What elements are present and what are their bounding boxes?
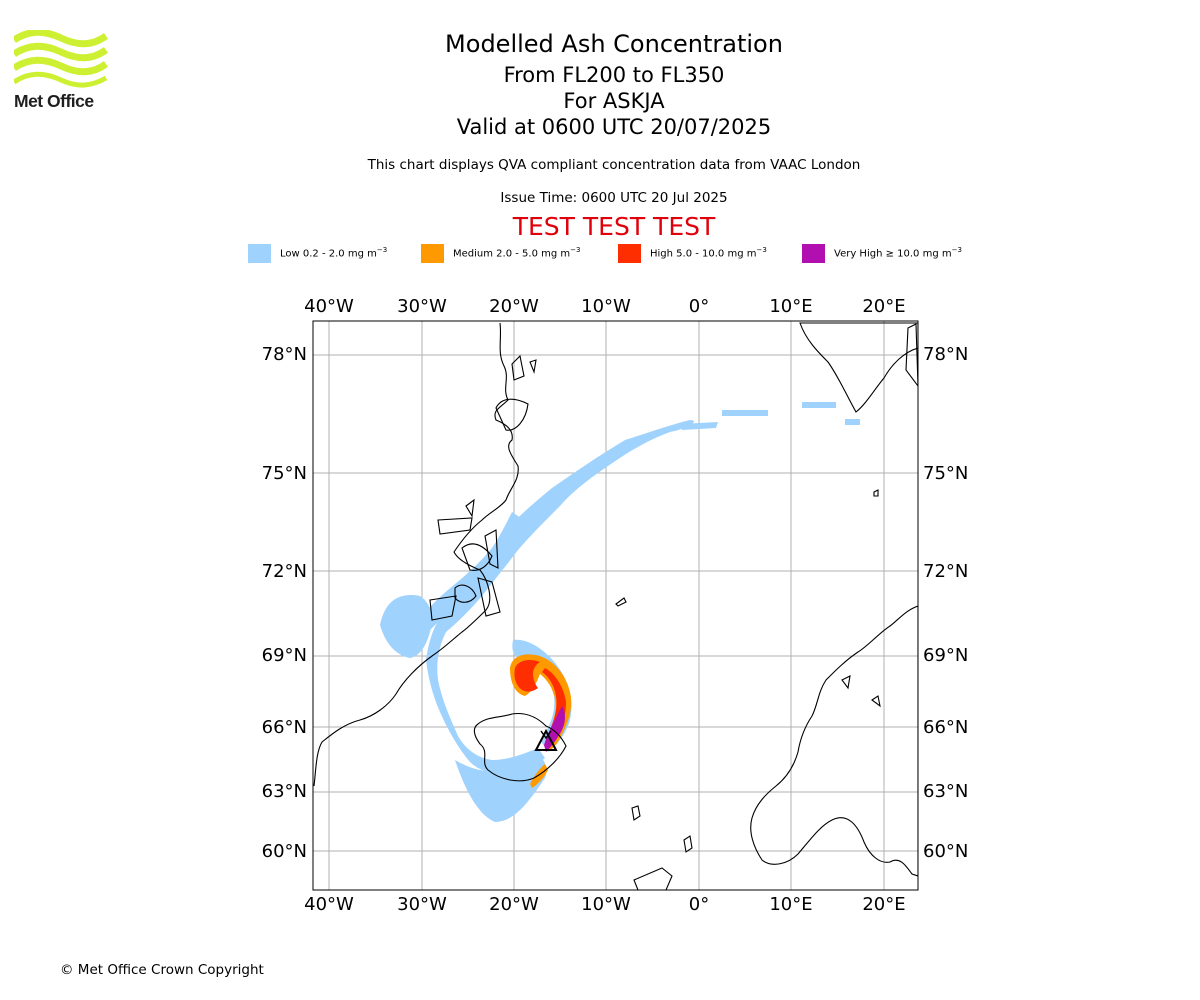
lon-label: 30°W	[397, 296, 447, 317]
lon-label: 20°W	[489, 894, 539, 915]
lat-label: 60°N	[923, 841, 968, 862]
lat-label: 75°N	[262, 463, 307, 484]
legend-label-low: Low 0.2 - 2.0 mg m	[280, 248, 377, 260]
volcano-name: For ASKJA	[563, 89, 665, 113]
map-frame	[312, 320, 919, 891]
qva-subtitle: This chart displays QVA compliant concen…	[367, 157, 861, 173]
met-office-waves-icon	[14, 30, 108, 88]
ash-plume-very-high	[544, 706, 565, 752]
lon-label: 40°W	[304, 894, 354, 915]
lat-label: 69°N	[262, 645, 307, 666]
lon-label: 40°W	[304, 296, 354, 317]
lon-label: 0°	[689, 894, 709, 915]
flight-level-range: From FL200 to FL350	[503, 63, 725, 87]
lon-label: 0°	[689, 296, 709, 317]
lat-label: 63°N	[262, 781, 307, 802]
chart-title: Modelled Ash Concentration	[445, 30, 783, 58]
lat-label: 78°N	[923, 344, 968, 365]
lat-label: 75°N	[923, 463, 968, 484]
lat-label: 60°N	[262, 841, 307, 862]
longitude-labels-top: 40°W 30°W 20°W 10°W 0° 10°E 20°E	[304, 296, 905, 317]
legend-swatch-very-high	[802, 244, 825, 263]
lat-label: 66°N	[923, 717, 968, 738]
lon-label: 20°E	[862, 296, 905, 317]
issue-time: Issue Time: 0600 UTC 20 Jul 2025	[500, 190, 728, 206]
met-office-logo: Met Office	[14, 30, 108, 112]
gridlines	[313, 321, 918, 890]
lon-label: 30°W	[397, 894, 447, 915]
copyright-notice: © Met Office Crown Copyright	[60, 962, 264, 978]
lon-label: 10°W	[581, 296, 631, 317]
lon-label: 10°E	[769, 296, 812, 317]
ash-plume-low	[380, 402, 860, 822]
lat-label: 66°N	[262, 717, 307, 738]
met-office-logo-text: Met Office	[14, 91, 94, 111]
lat-label: 78°N	[262, 344, 307, 365]
legend-swatch-low	[248, 244, 271, 263]
lon-label: 20°W	[489, 296, 539, 317]
legend-swatch-high	[618, 244, 641, 263]
legend-label-very-high: Very High ≥ 10.0 mg m	[834, 248, 952, 260]
legend-swatch-medium	[421, 244, 444, 263]
longitude-labels-bottom: 40°W 30°W 20°W 10°W 0° 10°E 20°E	[304, 894, 905, 915]
volcano-marker-icon	[534, 728, 558, 751]
latitude-labels-right: 78°N 75°N 72°N 69°N 66°N 63°N 60°N	[923, 344, 968, 862]
lon-label: 10°E	[769, 894, 812, 915]
lat-label: 72°N	[923, 561, 968, 582]
legend-label-medium: Medium 2.0 - 5.0 mg m	[453, 248, 571, 260]
coastlines	[313, 322, 918, 890]
lon-label: 20°E	[862, 894, 905, 915]
lat-label: 72°N	[262, 561, 307, 582]
lat-label: 69°N	[923, 645, 968, 666]
lon-label: 10°W	[581, 894, 631, 915]
valid-time: Valid at 0600 UTC 20/07/2025	[456, 115, 772, 139]
test-banner: TEST TEST TEST	[512, 212, 716, 241]
legend-label-high: High 5.0 - 10.0 mg m	[650, 248, 757, 260]
lat-label: 63°N	[923, 781, 968, 802]
latitude-labels-left: 78°N 75°N 72°N 69°N 66°N 63°N 60°N	[262, 344, 307, 862]
